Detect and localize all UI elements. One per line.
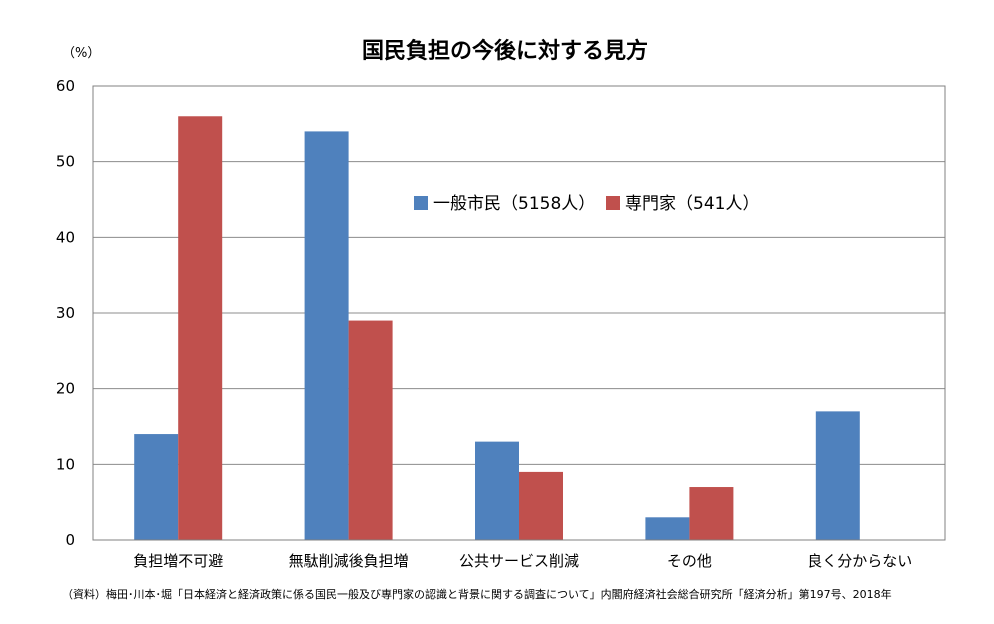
bars	[134, 116, 860, 541]
y-axis-ticks: 0 10 20 30 40 50 60	[56, 77, 75, 549]
y-tick-label: 60	[56, 77, 75, 95]
x-tick-label: 無駄削減後負担増	[289, 552, 409, 570]
y-tick-label: 0	[65, 531, 75, 549]
bar-general-public-0	[134, 434, 179, 540]
legend-swatch-general-public	[414, 196, 428, 210]
y-tick-label: 20	[56, 380, 75, 398]
y-tick-label: 50	[56, 153, 75, 171]
legend-label-experts: 専門家（541人）	[625, 194, 759, 214]
bar-general-public-1	[304, 131, 349, 540]
bar-experts-2	[519, 471, 563, 540]
source-note: （資料）梅田･川本･堀「日本経済と経済政策に係る国民一般及び専門家の認識と背景に…	[62, 587, 892, 601]
x-axis-ticks: 負担増不可避 無駄削減後負担増 公共サービス削減 その他 良く分からない	[133, 552, 912, 570]
legend-swatch-experts	[606, 196, 620, 210]
y-tick-label: 10	[56, 455, 75, 473]
x-tick-label: 公共サービス削減	[459, 552, 579, 570]
x-tick-label: 負担増不可避	[133, 552, 223, 570]
bar-experts-1	[348, 320, 393, 540]
x-tick-label: 良く分からない	[807, 552, 912, 570]
bar-experts-3	[689, 487, 734, 540]
legend: 一般市民（5158人） 専門家（541人）	[414, 194, 759, 214]
gridlines	[93, 161, 945, 465]
x-tick-label: その他	[667, 552, 712, 570]
unit-label: （%）	[62, 46, 100, 61]
y-tick-label: 30	[56, 304, 75, 322]
legend-label-general-public: 一般市民（5158人）	[433, 194, 595, 214]
bar-general-public-4	[815, 411, 860, 540]
bar-general-public-3	[645, 517, 690, 540]
y-tick-label: 40	[56, 228, 75, 246]
bar-general-public-2	[475, 441, 519, 540]
chart-title: 国民負担の今後に対する見方	[362, 38, 648, 64]
plot-frame	[92, 85, 946, 541]
bar-experts-0	[178, 116, 223, 541]
